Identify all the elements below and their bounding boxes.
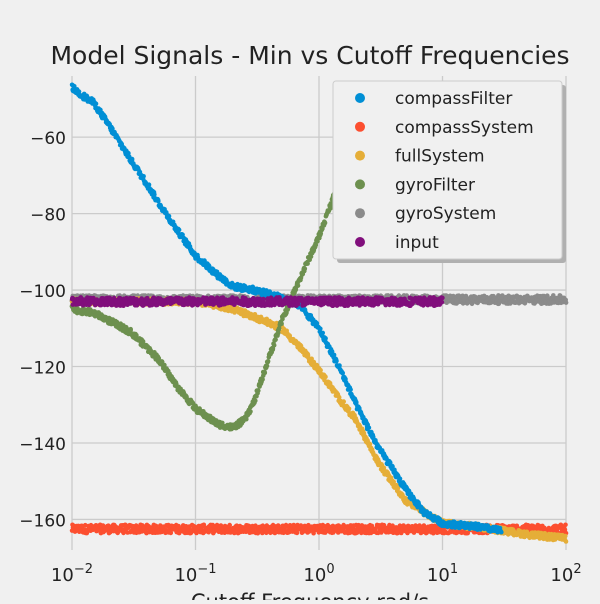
data-point xyxy=(563,534,568,539)
data-point xyxy=(273,337,278,342)
data-point xyxy=(296,283,301,288)
data-point xyxy=(256,388,261,393)
data-point xyxy=(156,199,161,204)
data-point xyxy=(260,377,265,382)
data-point xyxy=(248,409,253,414)
data-point xyxy=(167,214,172,219)
data-point xyxy=(323,375,328,380)
data-point xyxy=(334,359,339,364)
data-point xyxy=(499,530,504,535)
data-point xyxy=(128,327,133,332)
data-point xyxy=(279,322,284,327)
data-point xyxy=(347,407,352,412)
data-point xyxy=(354,400,359,405)
data-point xyxy=(303,267,308,272)
data-point xyxy=(130,157,135,162)
data-point xyxy=(94,101,99,106)
data-point xyxy=(323,221,328,226)
data-point xyxy=(177,228,182,233)
data-point xyxy=(152,192,157,197)
chart-title: Model Signals - Min vs Cutoff Frequencie… xyxy=(50,41,569,70)
data-point xyxy=(263,371,268,376)
data-point xyxy=(564,539,569,544)
data-point xyxy=(141,174,146,179)
data-point xyxy=(272,343,277,348)
series-gyroFilter xyxy=(70,134,359,432)
data-point xyxy=(348,387,353,392)
data-point xyxy=(320,331,325,336)
data-point xyxy=(266,359,271,364)
data-point xyxy=(244,417,249,422)
data-point xyxy=(323,336,328,341)
data-point xyxy=(227,523,232,528)
data-point xyxy=(545,293,550,298)
data-point xyxy=(341,399,346,404)
data-point xyxy=(564,300,569,305)
data-point xyxy=(253,399,258,404)
data-point xyxy=(563,523,568,528)
data-point xyxy=(318,327,323,332)
data-point xyxy=(367,425,372,430)
